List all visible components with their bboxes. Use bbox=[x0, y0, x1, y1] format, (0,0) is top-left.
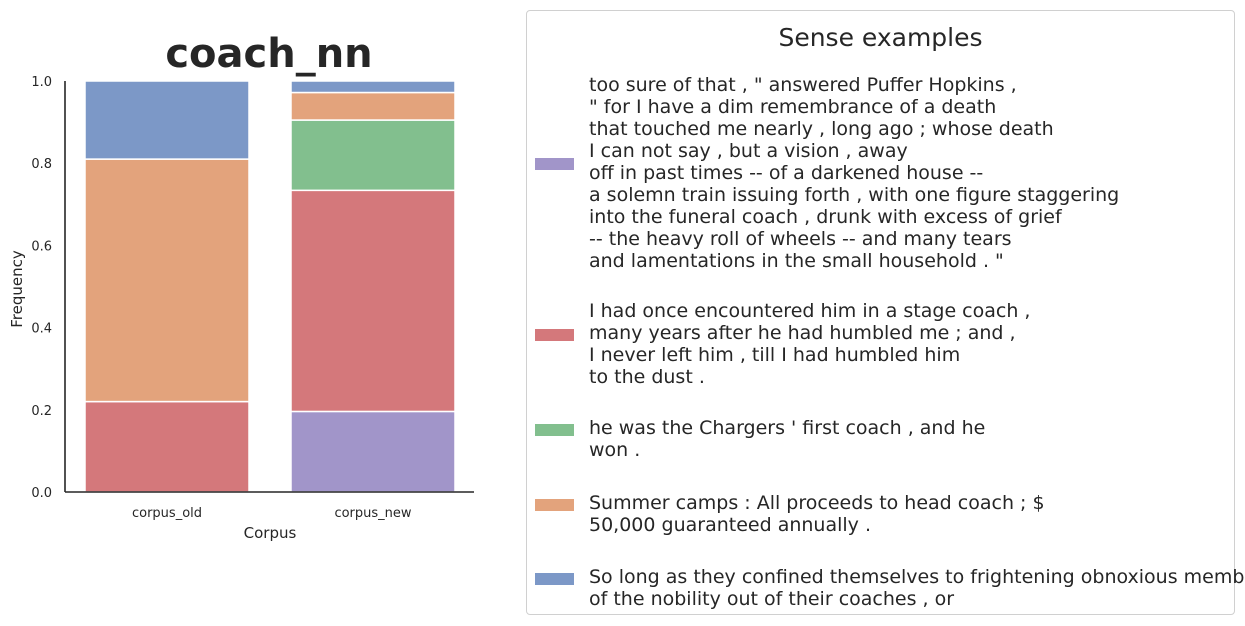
legend: Sense examples too sure of that , " answ… bbox=[526, 10, 1245, 615]
y-tick-label: 1.0 bbox=[31, 75, 52, 90]
y-tick-label: 0.0 bbox=[31, 486, 52, 501]
stacked-bar-chart: coach_nn 0.00.20.40.60.81.0 corpus_old co… bbox=[8, 31, 474, 542]
bar-segment-corpus_new-4 bbox=[290, 80, 456, 94]
legend-text: So long as they confined themselves to f… bbox=[589, 566, 1245, 610]
legend-swatch bbox=[535, 329, 574, 341]
bar-segment-corpus_new-0 bbox=[290, 410, 456, 493]
y-tick-label: 0.4 bbox=[31, 322, 52, 337]
legend-swatch bbox=[535, 573, 574, 585]
x-tick-label: corpus_old bbox=[132, 506, 202, 521]
bar-segment-corpus_new-3 bbox=[290, 91, 456, 121]
y-tick-label: 0.6 bbox=[31, 239, 52, 254]
x-axis-ticks: corpus_old corpus_new bbox=[132, 506, 412, 521]
bar-segment-corpus_old-1 bbox=[84, 400, 250, 493]
y-axis-label: Frequency bbox=[8, 250, 26, 328]
legend-swatch bbox=[535, 424, 574, 436]
y-tick-label: 0.8 bbox=[31, 157, 52, 172]
bars bbox=[84, 80, 456, 493]
chart-title: coach_nn bbox=[165, 31, 372, 77]
x-axis-label: Corpus bbox=[244, 524, 297, 542]
bar-segment-corpus_old-4 bbox=[84, 80, 250, 160]
y-axis-ticks: 0.0 0.2 0.4 0.6 0.8 1.0 bbox=[31, 75, 52, 501]
legend-text: too sure of that , " answered Puffer Hop… bbox=[589, 74, 1120, 272]
legend-swatch bbox=[535, 499, 574, 511]
legend-swatch bbox=[535, 158, 574, 170]
legend-text: he was the Chargers ' first coach , and … bbox=[589, 417, 986, 461]
bar-segment-corpus_new-1 bbox=[290, 189, 456, 413]
legend-text: Summer camps : All proceeds to head coac… bbox=[589, 492, 1045, 536]
legend-text: I had once encountered him in a stage co… bbox=[589, 300, 1031, 388]
y-tick-label: 0.2 bbox=[31, 404, 52, 419]
x-tick-label: corpus_new bbox=[334, 506, 411, 521]
bar-segment-corpus_new-2 bbox=[290, 119, 456, 192]
bar-segment-corpus_old-3 bbox=[84, 158, 250, 403]
legend-title: Sense examples bbox=[778, 23, 983, 52]
